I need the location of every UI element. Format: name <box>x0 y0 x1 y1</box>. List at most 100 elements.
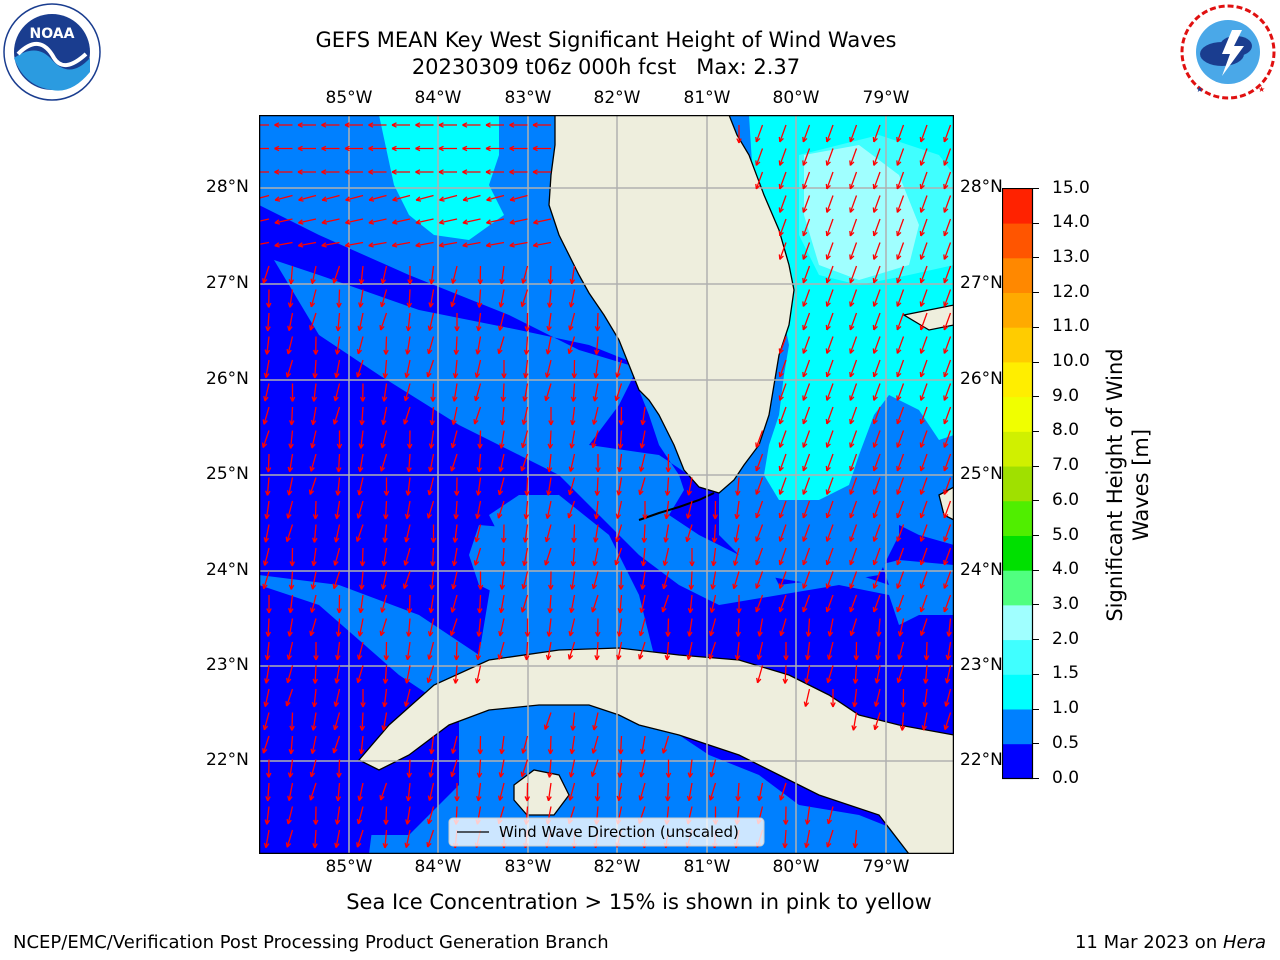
wave-direction-arrowhead <box>593 513 597 520</box>
wave-direction-arrowhead <box>462 171 468 175</box>
wave-direction-arrowhead <box>826 231 831 237</box>
wave-direction-arrowhead <box>499 796 504 801</box>
wave-direction-arrowhead <box>832 702 836 708</box>
wave-direction-arrowhead <box>755 137 761 143</box>
wave-direction-arrow <box>313 383 317 402</box>
wave-direction-arrowhead <box>391 169 397 173</box>
wave-direction-arrowhead <box>802 254 804 260</box>
wave-direction-arrow <box>734 524 740 543</box>
wave-direction-arrowhead <box>456 490 460 496</box>
wave-direction-arrowhead <box>379 466 382 472</box>
wave-direction-arrowhead <box>873 231 878 237</box>
wave-direction-arrow <box>310 289 317 308</box>
wave-direction-arrowhead <box>826 584 831 589</box>
wave-direction-arrowhead <box>314 514 319 520</box>
wave-direction-arrowhead <box>615 372 618 378</box>
wave-direction-arrowhead <box>755 136 757 142</box>
wave-direction-arrowhead <box>408 302 413 308</box>
wave-direction-arrowhead <box>274 219 280 224</box>
wave-direction-arrow <box>476 500 482 519</box>
wave-direction-arrowhead <box>854 843 859 849</box>
wave-direction-arrowhead <box>379 630 382 636</box>
wave-direction-arrow <box>617 641 623 660</box>
wave-direction-arrow <box>380 312 388 331</box>
wave-direction-arrowhead <box>642 561 647 567</box>
wave-direction-arrowhead <box>406 678 411 684</box>
wave-direction-arrowhead <box>948 631 952 637</box>
wave-direction-arrowhead <box>826 278 831 284</box>
wave-direction-arrowhead <box>338 443 343 449</box>
wave-direction-arrowhead <box>571 420 576 426</box>
colorbar-tick-label: 7.0 <box>1052 455 1080 476</box>
wave-direction-arrowhead <box>779 513 784 519</box>
wave-direction-arrow <box>826 594 834 613</box>
wave-direction-arrowhead <box>453 349 457 355</box>
wave-direction-arrow <box>802 453 811 472</box>
wave-direction-arrowhead <box>802 466 808 472</box>
wave-direction-arrowhead <box>666 655 671 661</box>
wave-direction-arrowhead <box>665 514 670 520</box>
wave-direction-arrowhead <box>896 395 898 401</box>
wave-direction-arrowhead <box>617 466 620 473</box>
wave-direction-arrowhead <box>415 122 421 126</box>
wave-direction-arrow <box>944 712 952 730</box>
wave-direction-arrowhead <box>849 512 851 518</box>
wave-direction-arrowhead <box>686 537 691 543</box>
wave-direction-arrow <box>547 312 552 331</box>
wave-direction-arrowhead <box>497 654 500 660</box>
wave-direction-arrowhead <box>920 208 925 213</box>
wave-direction-arrowhead <box>617 490 622 496</box>
wave-direction-arrow <box>288 618 294 637</box>
wave-direction-arrow <box>779 124 787 143</box>
wave-direction-arrowhead <box>920 631 926 636</box>
wave-direction-arrow <box>474 406 482 425</box>
wave-direction-arrowhead <box>477 796 482 802</box>
wave-direction-arrowhead <box>592 749 597 754</box>
wave-direction-arrowhead <box>825 371 828 377</box>
wave-direction-arrowhead <box>619 443 624 449</box>
wave-direction-arrowhead <box>485 145 491 150</box>
wave-direction-arrow <box>620 571 623 590</box>
wave-direction-arrowhead <box>450 607 453 613</box>
wave-direction-arrowhead <box>289 772 294 778</box>
wave-direction-arrowhead <box>826 607 831 613</box>
wave-direction-arrowhead <box>757 631 760 637</box>
wave-direction-arrow <box>662 735 670 754</box>
wave-direction-arrow <box>404 383 411 402</box>
wave-direction-arrowhead <box>405 654 409 661</box>
wave-direction-arrowhead <box>526 326 531 332</box>
wave-direction-arrowhead <box>897 654 900 660</box>
wave-direction-arrowhead <box>734 513 738 520</box>
wave-direction-arrowhead <box>406 349 411 355</box>
svg-text:★: ★ <box>1258 85 1265 94</box>
wave-direction-arrowhead <box>943 419 949 425</box>
wave-direction-arrow <box>266 477 270 496</box>
wave-direction-arrowhead <box>403 420 409 425</box>
wave-direction-arrowhead <box>802 348 804 354</box>
wave-direction-arrowhead <box>597 631 601 637</box>
wave-direction-arrowhead <box>337 490 341 496</box>
wave-direction-arrowhead <box>943 560 949 566</box>
wave-direction-arrowhead <box>667 772 672 778</box>
wave-direction-arrowhead <box>549 608 553 614</box>
wave-direction-arrowhead <box>919 418 922 424</box>
wave-direction-arrowhead <box>408 608 413 614</box>
wave-direction-arrowhead <box>685 513 689 519</box>
wave-direction-arrowhead <box>664 537 669 543</box>
wave-direction-arrowhead <box>313 537 318 543</box>
wave-direction-arrowhead <box>873 137 878 143</box>
wave-direction-arrowhead <box>426 513 429 519</box>
wave-direction-arrow <box>334 383 341 402</box>
wave-direction-arrowhead <box>872 489 875 495</box>
wave-direction-arrow <box>405 359 411 378</box>
wave-direction-arrowhead <box>524 537 529 543</box>
wave-direction-arrowhead <box>875 702 880 707</box>
wave-direction-arrow <box>779 242 787 260</box>
wave-direction-arrowhead <box>384 537 388 543</box>
wave-direction-arrowhead <box>428 772 431 778</box>
wave-direction-arrowhead <box>533 219 538 224</box>
wave-direction-arrow <box>687 500 693 519</box>
wave-direction-arrowhead <box>428 796 434 801</box>
wave-direction-arrowhead <box>902 702 907 708</box>
wave-direction-arrowhead <box>368 245 374 248</box>
